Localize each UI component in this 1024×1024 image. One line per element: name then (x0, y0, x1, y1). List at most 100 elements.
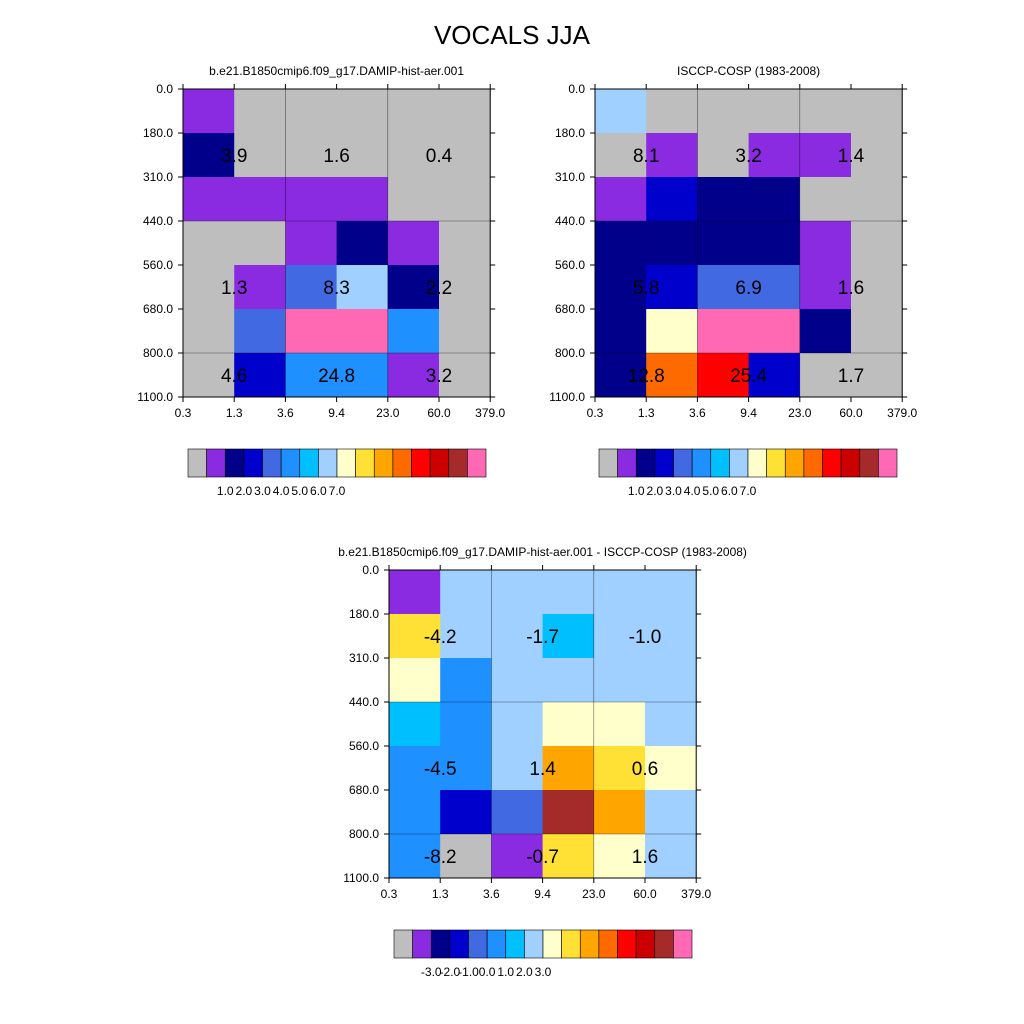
x-tick-label: 23.0 (582, 887, 606, 901)
colorbar-label: 3.0 (254, 484, 271, 498)
heatmap-cell (491, 702, 544, 747)
heatmap-cell (389, 702, 441, 747)
colorbar-box (187, 448, 207, 478)
y-tick-label: 310.0 (349, 651, 379, 665)
heatmap-cell (595, 353, 647, 398)
heatmap-cell (285, 89, 338, 134)
heatmap-cell (491, 790, 544, 835)
x-tick-label: 1.3 (432, 887, 449, 901)
heatmap-cell (748, 133, 801, 178)
x-tick-label: 9.4 (328, 406, 345, 420)
heatmap-cell (440, 702, 492, 747)
colorbar: -3.0-2.0-1.0 0.0 1.0 2.0 3.0 (393, 929, 693, 979)
data-label: 0.4 (426, 146, 453, 167)
heatmap-cell (387, 353, 440, 398)
heatmap-cell (851, 177, 903, 222)
heatmap-cell (799, 353, 852, 398)
heatmap-cell (593, 702, 646, 747)
heatmap-cell (799, 265, 852, 310)
colorbar-label: -2.0 (440, 965, 461, 979)
panel-title: ISCCP-COSP (1983-2008) (677, 64, 820, 78)
heatmap-cell (183, 265, 235, 310)
heatmap-cell (851, 353, 903, 398)
colorbar-box (355, 448, 375, 478)
colorbar-box (598, 448, 618, 478)
heatmap-cell (646, 309, 698, 354)
colorbar-box (635, 929, 656, 959)
colorbar-label: 6.0 (310, 484, 327, 498)
colorbar-box (803, 448, 823, 478)
heatmap-cell (336, 177, 389, 222)
heatmap-cell (285, 353, 338, 398)
heatmap-cell (645, 746, 697, 791)
heatmap-cell (748, 221, 801, 266)
heatmap-cell (387, 89, 440, 134)
data-label: 25.4 (730, 366, 767, 387)
heatmap-cell (593, 570, 646, 615)
x-tick-label: 9.4 (740, 406, 757, 420)
x-tick-label: 0.3 (587, 406, 604, 420)
heatmap-cell (234, 89, 286, 134)
colorbar-box (673, 929, 693, 959)
y-tick-label: 1100.0 (137, 390, 173, 404)
heatmap-cell (234, 177, 286, 222)
heatmap-cell (387, 309, 440, 354)
y-tick-label: 180.0 (555, 126, 585, 140)
colorbar-box (859, 448, 879, 478)
colorbar-label: 7.0 (740, 484, 757, 498)
panel-title: b.e21.B1850cmip6.f09_g17.DAMIP-hist-aer.… (338, 545, 747, 559)
y-tick-label: 1100.0 (549, 390, 585, 404)
data-label: 1.7 (838, 366, 864, 387)
heatmap-cell (491, 658, 544, 703)
x-tick-label: 379.0 (887, 406, 917, 420)
heatmap-cell (645, 790, 697, 835)
heatmap-cell (748, 89, 801, 134)
colorbar-box (617, 929, 637, 959)
x-tick-label: 1.3 (638, 406, 655, 420)
heatmap-cell (440, 570, 492, 615)
heatmap-cell (851, 221, 903, 266)
heatmap-cell (593, 614, 646, 659)
heatmap-cell (697, 177, 750, 222)
colorbar-label: 4.0 (684, 484, 701, 498)
heatmap-cell (285, 265, 338, 310)
heatmap-cell (491, 614, 544, 659)
colorbar-box (373, 448, 394, 478)
colorbar-box (392, 448, 412, 478)
colorbar-box (430, 929, 451, 959)
colorbar-label: 1.0 (628, 484, 645, 498)
colorbar-box (393, 929, 413, 959)
heatmap-cell (851, 265, 903, 310)
heatmap-cell (593, 658, 646, 703)
y-tick-label: 180.0 (349, 607, 379, 621)
data-label: 6.9 (735, 278, 761, 299)
heatmap-cell (645, 570, 697, 615)
colorbar-box (429, 448, 450, 478)
data-label: -4.2 (424, 627, 457, 648)
heatmap-cell (234, 221, 286, 266)
y-tick-label: 440.0 (143, 214, 173, 228)
colorbar-box (206, 448, 226, 478)
heatmap-cell (439, 89, 491, 134)
heatmap-cell (645, 614, 697, 659)
colorbar-box (449, 929, 469, 959)
heatmap-cell (183, 133, 235, 178)
heatmap-cell (542, 746, 595, 791)
data-label: 1.6 (632, 847, 658, 868)
colorbar-label: 2.0 (236, 484, 253, 498)
heatmap-cell (285, 309, 338, 354)
colorbar-label: 2.0 (647, 484, 664, 498)
colorbar-box (561, 929, 581, 959)
heatmap-cell (440, 614, 492, 659)
colorbar-box (878, 448, 898, 478)
heatmap-cell (646, 353, 698, 398)
colorbar-box (448, 448, 468, 478)
y-tick-label: 310.0 (555, 170, 585, 184)
heatmap-cell (542, 702, 595, 747)
heatmap-cell (595, 221, 647, 266)
data-label: 3.2 (735, 146, 761, 167)
heatmap-cell (748, 265, 801, 310)
heatmap-cell (389, 746, 441, 791)
heatmap-cell (593, 790, 646, 835)
y-tick-label: 0.0 (362, 563, 379, 577)
